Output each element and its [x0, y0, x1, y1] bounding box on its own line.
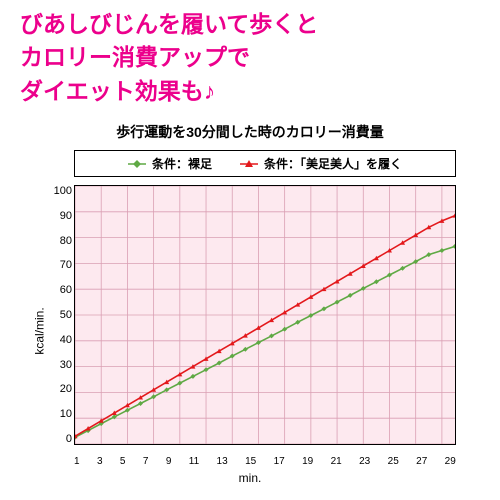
y-tick: 0 [66, 433, 72, 445]
headline-line-1: びあしびじんを履いて歩くと [20, 8, 480, 41]
legend-item-barefoot: 条件：裸足 [128, 155, 212, 172]
x-tick: 23 [359, 456, 370, 467]
chart: 歩行運動を30分間した時のカロリー消費量 条件：裸足 条件：「美足美人」を履く … [30, 122, 470, 481]
x-axis-ticks: 1357911131517192123252729 [74, 456, 456, 467]
x-tick: 9 [166, 456, 172, 467]
headline-line-3: ダイエット効果も♪ [20, 75, 480, 108]
y-tick: 30 [60, 359, 72, 371]
x-tick: 29 [445, 456, 456, 467]
x-tick: 5 [120, 456, 126, 467]
legend-label: 条件：裸足 [152, 155, 212, 172]
y-tick: 90 [60, 210, 72, 222]
diamond-icon [128, 159, 146, 169]
y-tick: 70 [60, 259, 72, 271]
headline: びあしびじんを履いて歩くと カロリー消費アップで ダイエット効果も♪ [0, 0, 500, 108]
x-tick: 3 [97, 456, 103, 467]
x-tick: 1 [74, 456, 80, 467]
y-axis-label: kcal/min. [33, 307, 47, 354]
x-axis-label: min. [239, 471, 262, 485]
y-tick: 50 [60, 309, 72, 321]
plot-area: kcal/min. 1009080706050403020100 1357911… [30, 181, 470, 481]
y-tick: 80 [60, 235, 72, 247]
plot-svg [74, 185, 456, 445]
headline-line-2: カロリー消費アップで [20, 41, 480, 74]
x-tick: 7 [143, 456, 149, 467]
chart-legend: 条件：裸足 条件：「美足美人」を履く [74, 150, 456, 177]
y-tick: 40 [60, 334, 72, 346]
x-tick: 11 [189, 456, 199, 467]
legend-item-biashibijin: 条件：「美足美人」を履く [240, 155, 402, 172]
x-tick: 17 [274, 456, 285, 467]
triangle-icon [240, 159, 258, 169]
y-tick: 20 [60, 383, 72, 395]
x-tick: 21 [331, 456, 342, 467]
y-axis-ticks: 1009080706050403020100 [46, 185, 72, 445]
x-tick: 27 [416, 456, 427, 467]
y-tick: 100 [54, 185, 72, 197]
legend-label: 条件：「美足美人」を履く [264, 155, 402, 172]
chart-title: 歩行運動を30分間した時のカロリー消費量 [30, 122, 470, 142]
y-tick: 10 [60, 408, 72, 420]
x-tick: 25 [388, 456, 399, 467]
x-tick: 19 [302, 456, 313, 467]
y-tick: 60 [60, 284, 72, 296]
x-tick: 15 [245, 456, 256, 467]
x-tick: 13 [217, 456, 228, 467]
